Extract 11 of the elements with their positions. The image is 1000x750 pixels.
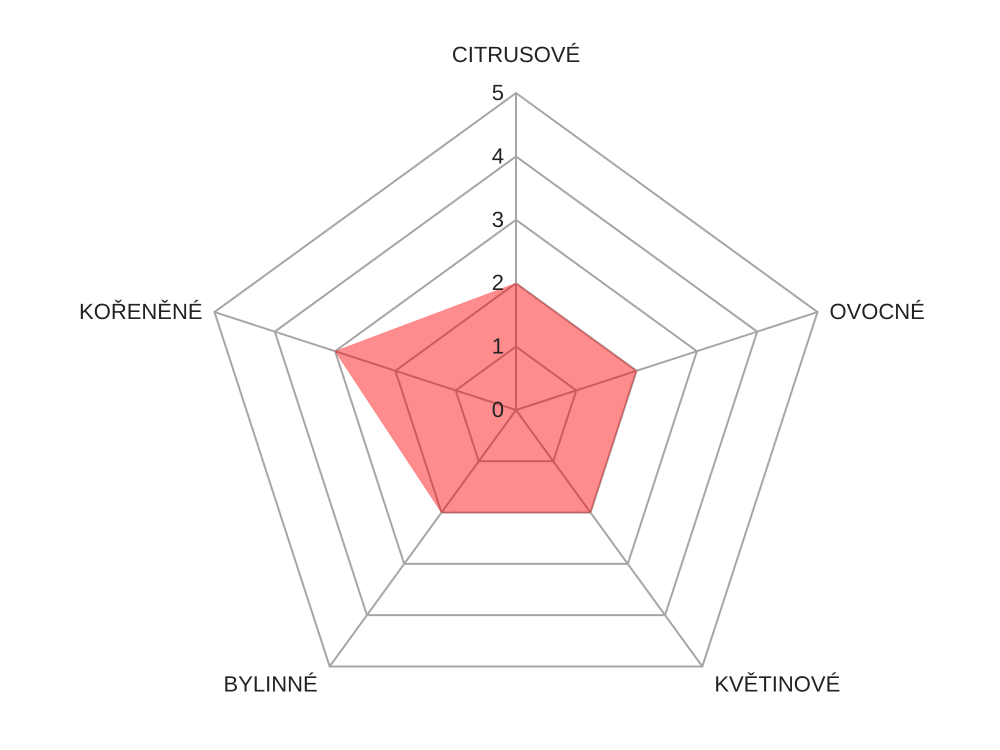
spoke-label: CITRUSOVÉ — [452, 42, 580, 67]
y-tick-label: 0 — [492, 397, 504, 422]
spoke-label: BYLINNÉ — [224, 671, 318, 696]
y-tick-label: 2 — [492, 270, 504, 296]
spoke-label: KVĚTINOVÉ — [714, 671, 840, 696]
y-tick-label: 5 — [492, 80, 504, 105]
spoke-label: OVOCNÉ — [829, 299, 925, 324]
y-tick-label: 3 — [492, 206, 504, 232]
y-tick-label: 1 — [492, 334, 504, 359]
spoke-label: KOŘENĚNÉ — [79, 299, 203, 324]
y-tick-label: 4 — [492, 143, 504, 168]
